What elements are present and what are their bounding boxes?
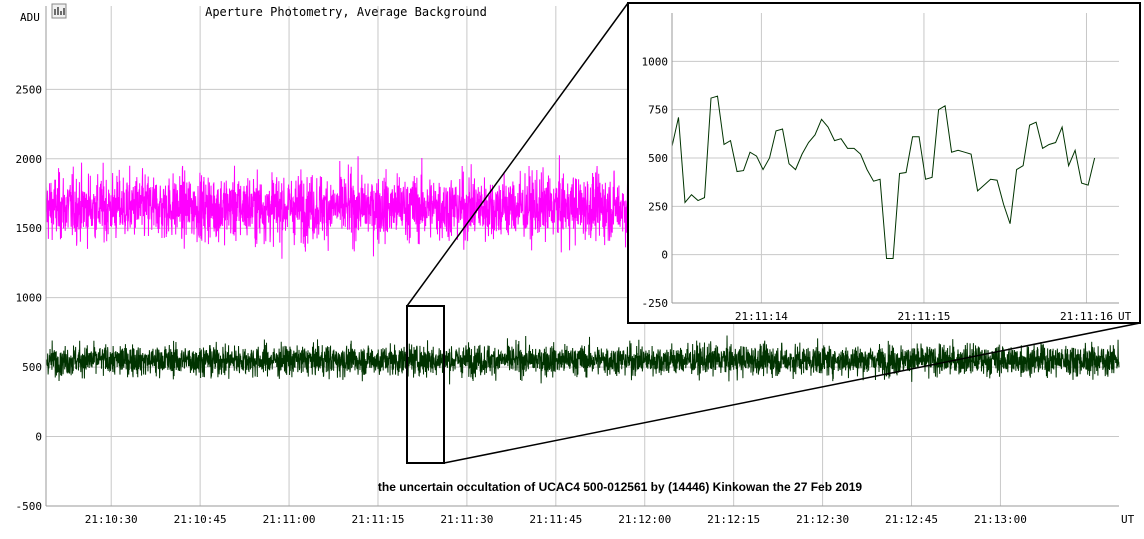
inset-x-tick-label: 21:11:15 [897,310,950,323]
x-tick-label: 21:11:45 [529,513,582,526]
x-tick-label: 21:13:00 [974,513,1027,526]
y-tick-label: 2500 [16,83,43,96]
zoom-inset-panel: -250 0 250 500 750 1000 21:11:14 21:11:15 21:11:… [627,2,1141,324]
chart-settings-icon[interactable] [51,3,67,19]
y-tick-label: -500 [16,500,43,513]
zoom-inset-frame [627,2,1141,324]
x-tick-label: 21:12:45 [885,513,938,526]
inset-x-tick-label: 21:11:16 [1060,310,1113,323]
inset-y-tick-label: 250 [648,200,668,213]
chart-title: Aperture Photometry, Average Background [205,5,487,19]
inset-y-tick-label: 750 [648,104,668,117]
x-tick-label: 21:10:45 [174,513,227,526]
zoom-connector-bottom [443,322,1141,464]
x-tick-label: 21:10:30 [85,513,138,526]
y-tick-label: 1000 [16,292,43,305]
y-tick-label: 0 [35,431,42,444]
y-tick-label: 500 [22,361,42,374]
y-axis-label: ADU [20,11,40,24]
inset-y-tick-label: 500 [648,152,668,165]
occultation-caption: the uncertain occultation of UCAC4 500-0… [378,480,862,494]
x-tick-label: 21:11:00 [263,513,316,526]
inset-y-tick-label: -250 [642,297,669,310]
inset-y-tick-label: 1000 [642,55,669,68]
inset-axes: -250 0 250 500 750 1000 21:11:14 21:11:15 21:11:… [642,13,1119,323]
zoom-selection-box[interactable] [406,305,445,464]
inset-y-tick-label: 0 [661,249,668,262]
zoom-connector-top [406,2,629,307]
inset-x-axis-unit-label: UT [1118,310,1132,323]
inset-x-tick-label: 21:11:14 [735,310,788,323]
y-tick-label: 2000 [16,153,43,166]
x-tick-label: 21:11:30 [440,513,493,526]
x-tick-label: 21:11:15 [351,513,404,526]
series-processed-trace [45,335,1120,385]
x-tick-label: 21:12:00 [618,513,671,526]
x-tick-label: 21:12:15 [707,513,760,526]
inset-series-group [671,95,1096,260]
inset-series-trace [671,95,1096,260]
x-tick-label: 21:12:30 [796,513,849,526]
y-tick-label: 1500 [16,222,43,235]
inset-grid [672,13,1119,304]
x-axis-unit-label: UT [1121,513,1135,526]
